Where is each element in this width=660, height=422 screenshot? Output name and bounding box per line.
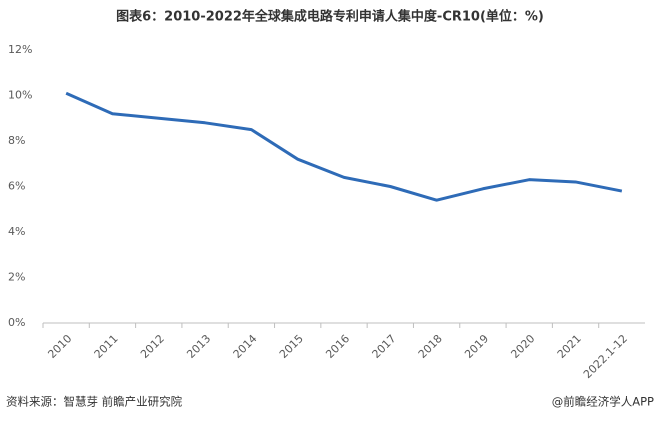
x-tick-label: 2020	[508, 332, 537, 361]
x-tick-label: 2019	[462, 332, 491, 361]
x-tick-label: 2016	[323, 332, 352, 361]
x-tick-label: 2010	[45, 332, 74, 361]
y-tick-label: 6%	[8, 180, 25, 193]
x-tick-label: 2011	[92, 332, 121, 361]
x-tick-label: 2013	[184, 332, 213, 361]
x-tick-label: 2022.1-12	[581, 332, 630, 381]
x-tick-label: 2014	[231, 332, 260, 361]
x-tick-label: 2021	[555, 332, 584, 361]
x-tick-label: 2018	[416, 332, 445, 361]
y-tick-label: 8%	[8, 134, 25, 147]
x-tick-label: 2012	[138, 332, 167, 361]
y-tick-label: 2%	[8, 271, 25, 284]
chart-title: 图表6：2010-2022年全球集成电路专利申请人集中度-CR10(单位：%)	[116, 9, 544, 25]
credit: @前瞻经济学人APP	[552, 395, 654, 409]
y-tick-label: 12%	[8, 43, 32, 56]
x-tick-label: 2017	[370, 332, 399, 361]
y-tick-label: 4%	[8, 225, 25, 238]
y-tick-label: 10%	[8, 89, 32, 102]
x-tick-label: 2015	[277, 332, 306, 361]
line	[65, 91, 623, 202]
source: 资料来源：智慧芽 前瞻产业研究院	[6, 395, 183, 409]
y-tick-label: 0%	[8, 316, 25, 329]
